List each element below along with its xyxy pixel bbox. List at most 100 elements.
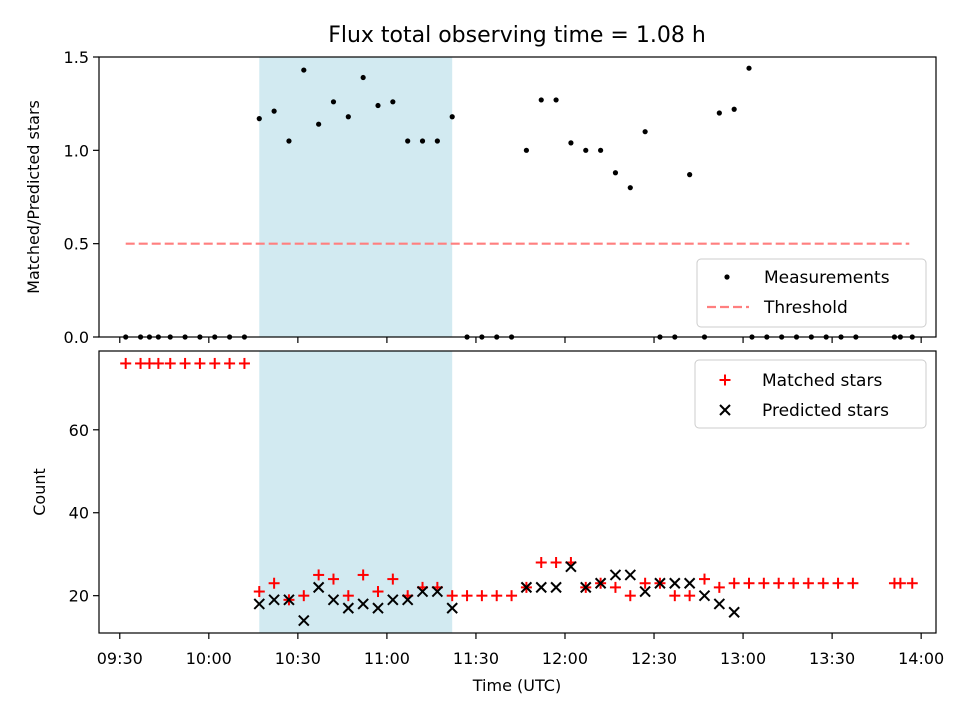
bottom-axes-frame <box>98 350 937 634</box>
measurement-point <box>746 65 752 71</box>
measurement-point <box>538 97 544 103</box>
predicted-star-marker <box>713 598 726 610</box>
predicted-star-marker <box>283 594 295 606</box>
legend-measurements-marker <box>724 274 730 280</box>
predicted-star-marker <box>268 594 280 606</box>
predicted-star-marker-b <box>713 598 726 610</box>
predicted-star-marker <box>342 602 355 614</box>
measurement-point <box>405 138 411 144</box>
x-axis-label: Time (UTC) <box>472 676 561 695</box>
measurement-point <box>583 147 589 153</box>
measurement-point <box>568 140 574 146</box>
x-tick-label: 13:30 <box>809 649 855 668</box>
predicted-star-marker-b <box>253 598 265 610</box>
predicted-star-marker-b <box>327 594 340 606</box>
matched-star-marker <box>713 581 725 593</box>
matched-star-marker <box>372 586 384 598</box>
x-tick-label: 09:30 <box>97 649 143 668</box>
matched-star-marker <box>238 357 250 369</box>
measurement-point <box>627 185 633 191</box>
top-y-tick-label: 0.5 <box>64 235 89 254</box>
predicted-star-marker <box>594 577 607 589</box>
bottom-shaded-interval <box>259 351 453 633</box>
x-tick-label: 10:30 <box>275 649 321 668</box>
predicted-star-marker-b <box>624 569 636 581</box>
top-y-tick-label: 1.5 <box>64 48 89 67</box>
predicted-star-marker <box>550 581 562 594</box>
matched-star-marker <box>209 357 221 369</box>
matched-star-marker <box>179 357 191 369</box>
legend-measurements-label: Measurements <box>764 268 890 288</box>
matched-star-marker <box>387 573 399 585</box>
predicted-star-marker-b <box>565 560 577 573</box>
measurement-point <box>687 172 693 178</box>
predicted-star-marker <box>669 577 681 589</box>
measurement-point <box>286 138 292 144</box>
x-tick-label: 12:30 <box>631 649 677 668</box>
predicted-star-marker <box>416 585 429 598</box>
bottom-legend-box <box>694 359 927 429</box>
predicted-star-marker <box>535 581 547 594</box>
predicted-star-marker-b <box>298 614 310 627</box>
matched-star-marker <box>609 581 621 593</box>
matched-star-marker <box>461 590 473 602</box>
matched-star-marker <box>446 590 458 602</box>
predicted-star-marker <box>298 614 310 627</box>
matched-star-marker <box>313 569 325 581</box>
predicted-star-marker-b <box>594 577 607 589</box>
matched-star-marker <box>832 577 844 589</box>
legend-threshold-label: Threshold <box>763 298 848 318</box>
predicted-star-marker-b <box>728 606 740 618</box>
x-tick-label: 14:00 <box>898 649 944 668</box>
x-tick-label: 12:00 <box>542 649 588 668</box>
predicted-star-marker <box>609 569 622 581</box>
bottom-legend: Matched stars Predicted stars <box>694 359 927 429</box>
predicted-star-marker <box>372 602 384 614</box>
top-axes-frame <box>98 56 937 338</box>
top-y-tick-label: 1.0 <box>64 141 89 160</box>
predicted-star-marker-b <box>535 581 547 594</box>
predicted-star-marker-b <box>357 598 369 610</box>
x-tick-label: 10:00 <box>186 649 232 668</box>
matched-star-marker <box>298 590 310 602</box>
predicted-star-marker-b <box>342 602 355 614</box>
matched-star-marker <box>535 557 547 568</box>
matched-star-marker <box>624 590 636 602</box>
matched-star-marker <box>788 577 800 589</box>
predicted-star-marker-b <box>431 585 444 598</box>
measurement-point <box>316 121 322 127</box>
measurement-point <box>360 74 366 81</box>
predicted-star-marker <box>401 594 414 606</box>
matched-star-marker <box>698 573 710 585</box>
measurement-point <box>716 110 722 116</box>
matched-star-marker <box>194 357 206 369</box>
bottom-y-tick-label: 40 <box>69 504 89 523</box>
measurement-point <box>301 67 307 73</box>
measurement-point <box>330 99 337 105</box>
predicted-star-marker-b <box>520 581 533 594</box>
top-y-axis-label: Matched/Predicted stars <box>24 100 43 294</box>
measurement-point <box>419 138 426 144</box>
matched-star-marker <box>743 577 755 589</box>
x-tick-label: 11:30 <box>453 649 499 668</box>
predicted-star-marker-b <box>654 577 666 589</box>
predicted-star-marker-b <box>268 594 280 606</box>
matched-star-marker <box>669 590 681 602</box>
predicted-star-marker <box>565 560 577 573</box>
predicted-star-marker <box>683 577 696 589</box>
legend-predicted-marker-b <box>719 404 731 416</box>
x-tick-label: 13:00 <box>720 649 766 668</box>
legend-matched-label: Matched stars <box>762 371 882 391</box>
matched-star-marker <box>506 590 518 602</box>
predicted-star-marker-b <box>669 577 681 589</box>
matched-star-marker <box>847 577 859 589</box>
measurement-point <box>375 102 381 109</box>
matched-star-marker <box>224 357 236 369</box>
bottom-y-tick-label: 60 <box>69 421 89 440</box>
matched-star-marker <box>491 590 503 602</box>
measurement-point <box>553 97 559 103</box>
predicted-star-marker-b <box>446 602 458 614</box>
predicted-star-marker <box>253 598 265 610</box>
predicted-star-marker-b <box>698 589 711 602</box>
predicted-star-marker <box>387 594 399 606</box>
